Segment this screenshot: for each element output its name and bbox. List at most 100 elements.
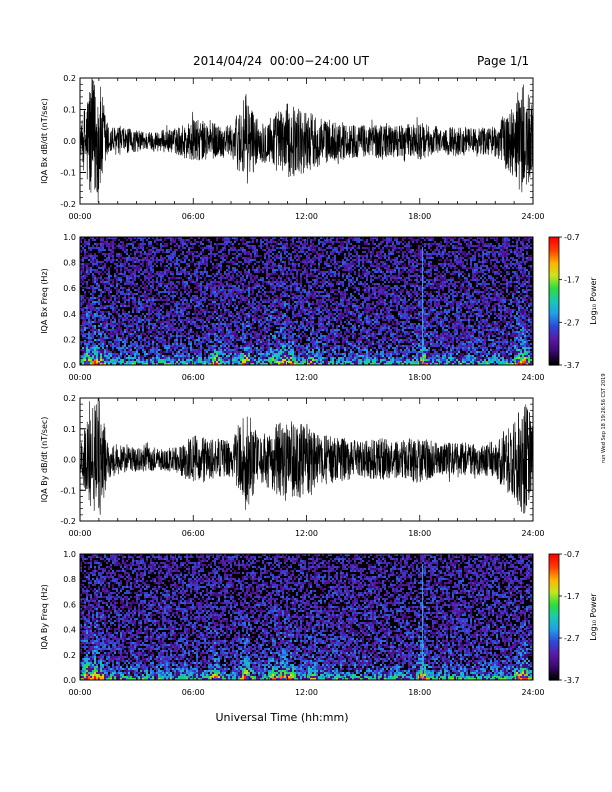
spectrogram-cell: [152, 301, 154, 303]
spectrogram-cell: [196, 357, 198, 359]
spectrogram-cell: [164, 315, 166, 317]
spectrogram-cell: [188, 329, 190, 331]
spectrogram-cell: [116, 297, 118, 299]
spectrogram-cell: [274, 355, 276, 357]
spectrogram-cell: [174, 285, 176, 287]
spectrogram-cell: [206, 247, 208, 249]
spectrogram-cell: [114, 243, 116, 245]
spectrogram-cell: [140, 315, 142, 317]
spectrogram-cell: [296, 297, 298, 299]
spectrogram-cell: [268, 261, 270, 263]
spectrogram-cell: [110, 251, 112, 253]
spectrogram-cell: [288, 285, 290, 287]
spectrogram-cell: [96, 237, 98, 239]
spectrogram-cell: [160, 313, 162, 315]
spectrogram-cell: [116, 265, 118, 267]
spectrogram-cell: [270, 321, 272, 323]
spectrogram-cell: [144, 271, 146, 273]
spectrogram-cell: [216, 311, 218, 313]
spectrogram-cell: [224, 243, 226, 245]
spectrogram-cell: [148, 353, 150, 355]
spectrogram-cell: [212, 303, 214, 305]
spectrogram-cell: [282, 353, 284, 355]
spectrogram-cell: [82, 357, 84, 359]
spectrogram-cell: [166, 359, 168, 361]
spectrogram-cell: [284, 357, 286, 359]
spectrogram-cell: [160, 317, 162, 319]
spectrogram-cell: [216, 239, 218, 241]
spectrogram-cell: [202, 311, 204, 313]
spectrogram-cell: [84, 275, 86, 277]
spectrogram-cell: [90, 287, 92, 289]
spectrogram-cell: [152, 335, 154, 337]
spectrogram-cell: [234, 331, 236, 333]
spectrogram-cell: [172, 281, 174, 283]
spectrogram-cell: [124, 275, 126, 277]
spectrogram-cell: [142, 271, 144, 273]
spectrogram-cell: [202, 347, 204, 349]
spectrogram-cell: [266, 353, 268, 355]
spectrogram-cell: [268, 257, 270, 259]
spectrogram-cell: [298, 251, 300, 253]
spectrogram-cell: [298, 333, 300, 335]
spectrogram-cell: [220, 299, 222, 301]
spectrogram-cell: [140, 359, 142, 361]
spectrogram-cell: [162, 257, 164, 259]
spectrogram-cell: [180, 331, 182, 333]
spectrogram-cell: [194, 265, 196, 267]
spectrogram-cell: [168, 289, 170, 291]
spectrogram-cell: [86, 357, 88, 359]
spectrogram-cell: [144, 253, 146, 255]
spectrogram-cell: [252, 305, 254, 307]
spectrogram-cell: [168, 255, 170, 257]
spectrogram-cell: [136, 265, 138, 267]
spectrogram-cell: [202, 361, 204, 363]
spectrogram-cell: [264, 353, 266, 355]
spectrogram-cell: [186, 359, 188, 361]
spectrogram-cell: [254, 297, 256, 299]
spectrogram-cell: [166, 363, 168, 365]
spectrogram-cell: [300, 291, 302, 293]
spectrogram-cell: [92, 293, 94, 295]
spectrogram-cell: [272, 281, 274, 283]
spectrogram-cell: [256, 361, 258, 363]
spectrogram-cell: [238, 249, 240, 251]
spectrogram-cell: [216, 267, 218, 269]
spectrogram-cell: [82, 263, 84, 265]
spectrogram-cell: [140, 301, 142, 303]
spectrogram-cell: [200, 331, 202, 333]
spectrogram-cell: [220, 313, 222, 315]
spectrogram-cell: [272, 237, 274, 239]
spectrogram-cell: [242, 287, 244, 289]
spectrogram-cell: [128, 287, 130, 289]
spectrogram-cell: [248, 257, 250, 259]
spectrogram-cell: [252, 331, 254, 333]
spectrogram-cell: [186, 251, 188, 253]
spectrogram-cell: [254, 347, 256, 349]
spectrogram-cell: [206, 263, 208, 265]
spectrogram-cell: [152, 351, 154, 353]
spectrogram-cell: [136, 269, 138, 271]
spectrogram-cell: [116, 345, 118, 347]
spectrogram-cell: [188, 251, 190, 253]
spectrogram-cell: [192, 321, 194, 323]
spectrogram-cell: [132, 271, 134, 273]
spectrogram-cell: [280, 351, 282, 353]
spectrogram-cell: [84, 341, 86, 343]
spectrogram-cell: [202, 299, 204, 301]
spectrogram-cell: [210, 333, 212, 335]
spectrogram-cell: [280, 331, 282, 333]
spectrogram-cell: [90, 345, 92, 347]
spectrogram-cell: [144, 359, 146, 361]
spectrogram-cell: [98, 315, 100, 317]
spectrogram-cell: [268, 251, 270, 253]
spectrogram-cell: [268, 315, 270, 317]
spectrogram-cell: [172, 291, 174, 293]
spectrogram-cell: [218, 271, 220, 273]
spectrogram-cell: [228, 279, 230, 281]
spectrogram-cell: [258, 327, 260, 329]
spectrogram-cell: [294, 249, 296, 251]
spectrogram-cell: [272, 317, 274, 319]
spectrogram-cell: [214, 333, 216, 335]
spectrogram-cell: [168, 279, 170, 281]
